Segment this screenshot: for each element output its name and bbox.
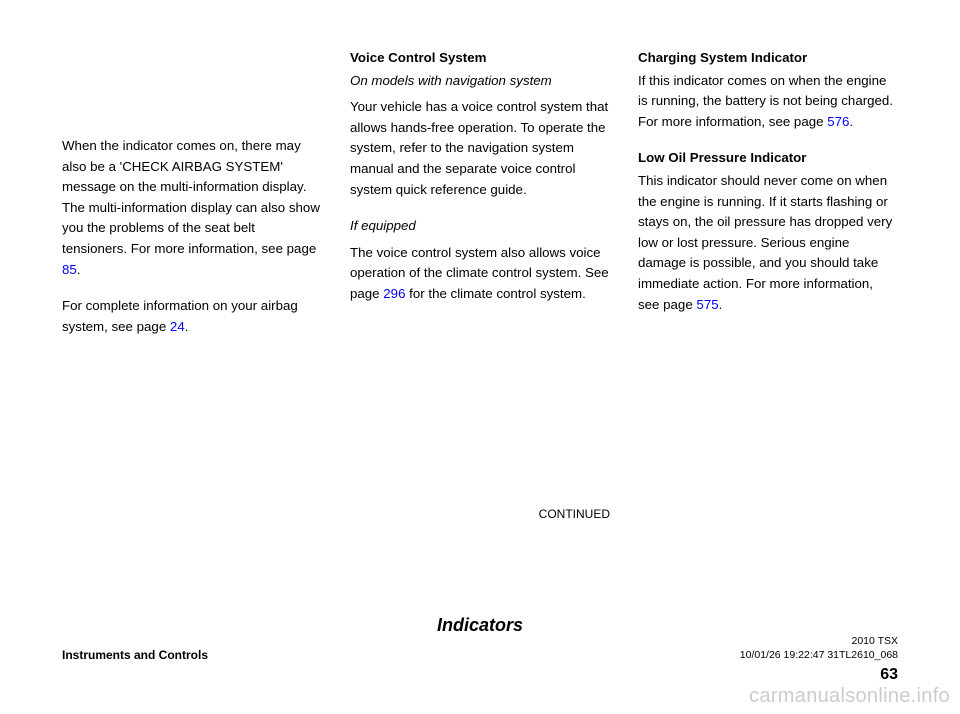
text-charging-b: . (849, 114, 853, 129)
para-voice-2: The voice control system also allows voi… (350, 243, 610, 305)
para-airbag-info: For complete information on your airbag … (62, 296, 322, 337)
footer-right: 2010 TSX 10/01/26 19:22:47 31TL2610_068 (740, 634, 898, 662)
column-3: Charging System Indicator If this indica… (638, 48, 898, 523)
link-page-24[interactable]: 24 (170, 319, 185, 334)
page-content: When the indicator comes on, there may a… (0, 0, 960, 563)
footer-left: Instruments and Controls (62, 648, 208, 662)
text-voice-2b: for the climate control system. (405, 286, 585, 301)
subheading-if-equipped: If equipped (350, 216, 610, 237)
subheading-nav-models: On models with navigation system (350, 71, 610, 92)
link-page-575[interactable]: 575 (696, 297, 718, 312)
footer-code: 10/01/26 19:22:47 31TL2610_068 (740, 648, 898, 662)
heading-voice-control: Voice Control System (350, 48, 610, 69)
text-airbag-1b: . (77, 262, 81, 277)
text-airbag-1: When the indicator comes on, there may a… (62, 138, 320, 256)
column-2: Voice Control System On models with navi… (350, 48, 610, 523)
link-page-576[interactable]: 576 (827, 114, 849, 129)
text-oil-a: This indicator should never come on when… (638, 173, 892, 312)
para-low-oil: This indicator should never come on when… (638, 171, 898, 315)
para-airbag-indicator: When the indicator comes on, there may a… (62, 136, 322, 280)
link-page-85[interactable]: 85 (62, 262, 77, 277)
text-charging-a: If this indicator comes on when the engi… (638, 73, 893, 129)
page-number: 63 (880, 666, 898, 684)
text-oil-b: . (719, 297, 723, 312)
para-charging: If this indicator comes on when the engi… (638, 71, 898, 133)
continued-label: CONTINUED (350, 505, 610, 524)
heading-charging-system: Charging System Indicator (638, 48, 898, 69)
text-airbag-2b: . (185, 319, 189, 334)
footer-bar: Instruments and Controls 2010 TSX 10/01/… (62, 634, 898, 662)
footer-model: 2010 TSX (740, 634, 898, 648)
heading-low-oil: Low Oil Pressure Indicator (638, 148, 898, 169)
column-1: When the indicator comes on, there may a… (62, 48, 322, 523)
para-voice-1: Your vehicle has a voice control system … (350, 97, 610, 200)
link-page-296[interactable]: 296 (383, 286, 405, 301)
watermark: carmanualsonline.info (749, 685, 950, 708)
